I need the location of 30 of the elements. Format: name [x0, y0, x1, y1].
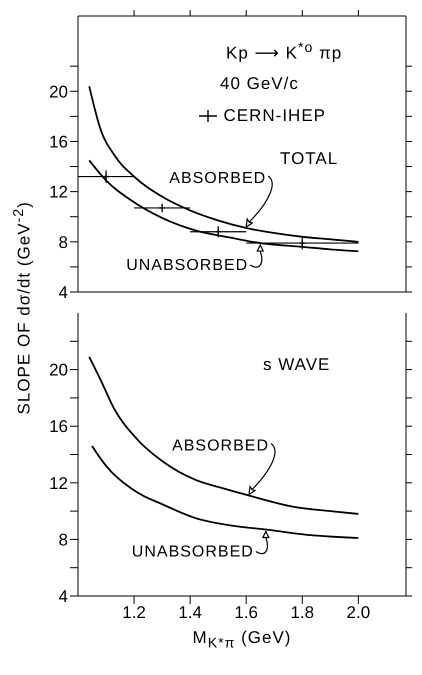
x-tick-label: 1.8	[290, 603, 314, 622]
point	[102, 172, 110, 180]
legend-label: CERN-IHEP	[223, 106, 326, 126]
legend-label: UNABSORBED	[132, 543, 254, 560]
annotation: Kp ⟶ K$^{*o}$ πp	[226, 40, 342, 64]
series-label: ABSORBED	[172, 438, 270, 455]
y-tick-label: 20	[49, 360, 68, 380]
point	[158, 204, 166, 212]
line-series	[88, 356, 360, 515]
annotation: 40 GeV/c	[220, 74, 299, 94]
y-tick-label: 4	[58, 283, 68, 302]
y-tick-label: 20	[49, 82, 68, 102]
y-tick-label: 4	[58, 587, 68, 606]
series-label: ABSORBED	[169, 170, 266, 188]
y-tick-label: 16	[49, 417, 68, 436]
x-axis-title: M$_{K*π}$ (GeV)	[192, 628, 292, 652]
x-tick-label: 1.6	[234, 603, 258, 622]
x-tick-label: 1.2	[122, 603, 146, 622]
x-tick-label: 2.0	[346, 603, 370, 622]
annotation: TOTAL	[280, 149, 338, 169]
y-tick-label: 12	[49, 474, 68, 493]
x-tick-label: 1.4	[178, 603, 202, 622]
y-tick-label: 16	[49, 132, 68, 152]
y-tick-label: 8	[58, 232, 68, 252]
point	[214, 228, 222, 236]
y-tick-label: 12	[49, 182, 68, 202]
annotation: s WAVE	[263, 355, 330, 375]
point	[298, 239, 306, 247]
series-label: UNABSORBED	[126, 257, 248, 274]
y-tick-label: 8	[58, 530, 68, 550]
